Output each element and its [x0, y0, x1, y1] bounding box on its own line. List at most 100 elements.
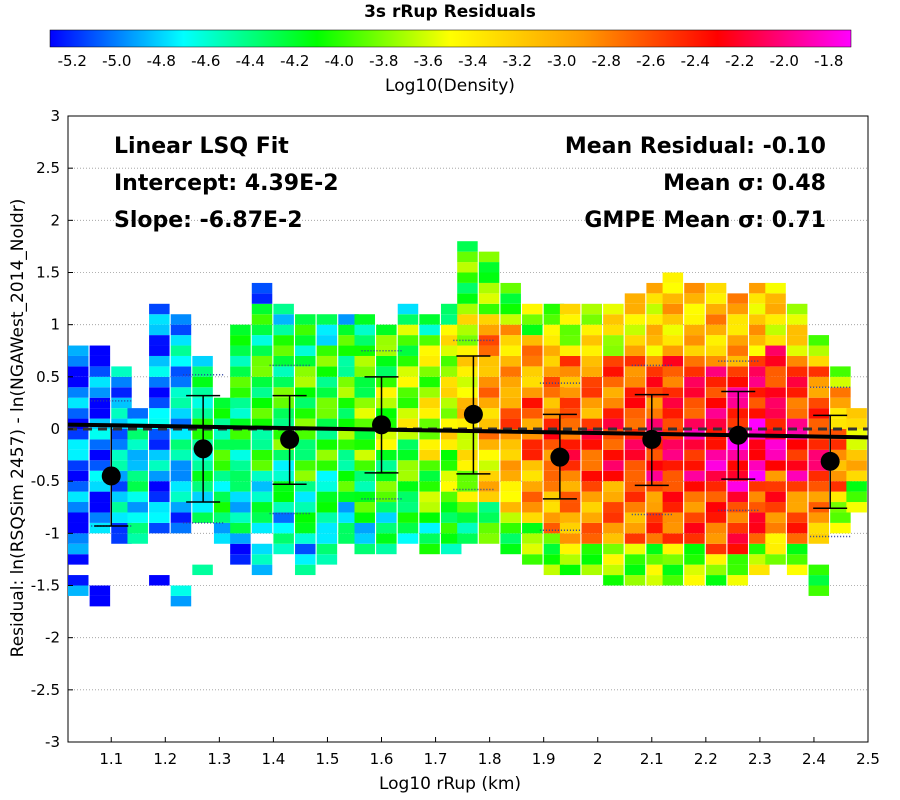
density-cell	[808, 376, 830, 388]
density-cell	[478, 366, 500, 377]
density-cell	[684, 314, 705, 325]
density-cell	[419, 387, 440, 398]
density-cell	[543, 533, 565, 544]
density-cell	[522, 470, 543, 482]
density-cell	[749, 543, 770, 555]
density-cell	[440, 314, 462, 325]
density-cell	[662, 397, 684, 409]
x-tick-label: 2.4	[802, 750, 826, 768]
fit-annotation-left: Linear LSQ Fit	[114, 134, 289, 159]
x-tick-label: 1.3	[207, 750, 231, 768]
density-cell	[581, 533, 603, 544]
density-cell	[808, 470, 830, 482]
density-cell	[603, 324, 624, 336]
density-cell	[457, 324, 478, 336]
density-cell	[149, 408, 170, 419]
colorbar-tick-label: -4.4	[236, 52, 265, 70]
density-cell	[397, 314, 419, 325]
density-cell	[457, 429, 478, 440]
density-cell	[251, 439, 273, 450]
density-cell	[603, 376, 624, 388]
density-cell	[581, 512, 603, 523]
density-cell	[684, 324, 705, 336]
density-cell	[624, 408, 646, 419]
density-cell	[522, 324, 543, 336]
density-cell	[68, 481, 89, 492]
density-cell	[500, 335, 521, 346]
density-cell	[354, 533, 375, 544]
density-cell	[295, 314, 316, 325]
fit-annotation-right: GMPE Mean σ: 0.71	[584, 208, 826, 233]
y-tick-label: 3	[50, 107, 60, 125]
density-cell	[149, 575, 170, 586]
density-cell	[251, 387, 273, 398]
density-cell	[273, 324, 294, 336]
density-cell	[440, 533, 462, 544]
colorbar-tick-label: -3.4	[458, 52, 487, 70]
density-cell	[500, 481, 521, 492]
density-cell	[624, 449, 646, 461]
density-cell	[149, 335, 170, 346]
y-tick-label: 1	[50, 316, 60, 334]
x-axis-label: Log10 rRup (km)	[378, 774, 522, 794]
density-cell	[727, 355, 748, 367]
density-cell	[543, 324, 565, 336]
density-cell	[808, 366, 830, 377]
density-cell	[354, 470, 375, 482]
density-cell	[170, 522, 192, 534]
density-cell	[440, 408, 462, 419]
density-cell	[581, 449, 603, 461]
density-cell	[684, 554, 705, 565]
density-cell	[251, 397, 273, 409]
density-cell	[603, 460, 624, 471]
density-cell	[500, 355, 521, 367]
density-cell	[213, 429, 235, 440]
density-cell	[338, 429, 359, 440]
density-cell	[765, 491, 786, 503]
density-cell	[440, 397, 462, 409]
density-cell	[68, 502, 89, 513]
density-cell	[478, 376, 500, 388]
bin-mean-point	[463, 404, 483, 424]
density-cell	[149, 439, 170, 450]
density-cell	[295, 335, 316, 346]
density-cell	[559, 335, 581, 346]
density-cell	[111, 460, 132, 471]
density-cell	[273, 397, 294, 409]
density-cell	[419, 324, 440, 336]
density-cell	[419, 522, 440, 534]
density-cell	[478, 460, 500, 471]
density-cell	[624, 543, 646, 555]
density-cell	[170, 397, 192, 409]
density-cell	[786, 303, 808, 315]
density-cell	[749, 418, 770, 429]
density-cell	[765, 345, 786, 356]
density-cell	[170, 470, 192, 482]
density-cell	[624, 491, 646, 503]
density-cell	[457, 418, 478, 429]
density-cell	[419, 345, 440, 356]
density-cell	[111, 366, 132, 377]
density-cell	[765, 408, 786, 419]
density-cell	[273, 335, 294, 346]
density-cell	[684, 533, 705, 544]
density-cell	[522, 366, 543, 377]
density-cell	[749, 512, 770, 523]
density-cell	[213, 470, 235, 482]
density-cell	[89, 439, 111, 450]
density-cell	[727, 335, 748, 346]
density-cell	[354, 522, 375, 534]
density-cell	[662, 355, 684, 367]
density-cell	[478, 345, 500, 356]
density-cell	[765, 387, 786, 398]
density-cell	[251, 481, 273, 492]
density-cell	[316, 522, 338, 534]
density-cell	[478, 314, 500, 325]
density-cell	[830, 418, 851, 429]
density-cell	[457, 262, 478, 273]
density-cell	[419, 460, 440, 471]
density-cell	[354, 429, 375, 440]
density-cell	[765, 366, 786, 377]
density-cell	[354, 397, 375, 409]
density-cell	[295, 376, 316, 388]
